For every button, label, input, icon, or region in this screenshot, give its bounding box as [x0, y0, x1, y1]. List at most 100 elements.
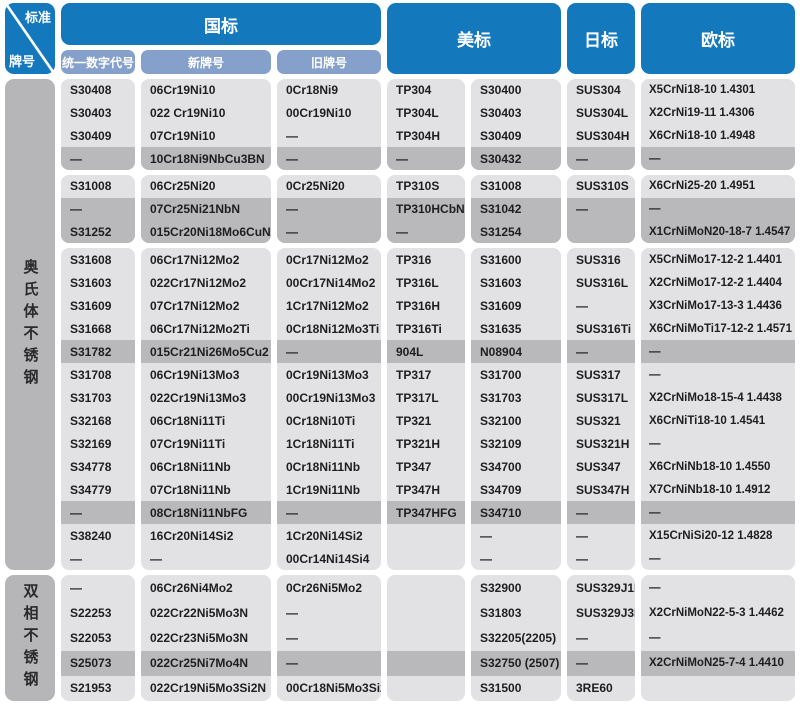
- grade-cell-gb-new: 07Cr17Ni12Mo2: [150, 298, 240, 313]
- subheader-new-grade: 新牌号: [141, 50, 271, 74]
- grade-cell-gb-new: 022Cr19Ni5Mo3Si2N: [150, 681, 267, 696]
- header-jp-standard: 日标: [567, 3, 635, 74]
- grade-cell-eu: X1CrNiMoN20-18-7 1.4547: [641, 220, 795, 243]
- grade-cell-gb-old: —: [277, 340, 381, 363]
- grade-cell-jp: SUS321H: [576, 436, 630, 451]
- grade-cell-eu: —: [641, 501, 795, 524]
- grade-cell-gb-code: S34779: [70, 482, 112, 497]
- grade-cell-gb-old: 00Cr14Ni14Si4: [286, 551, 370, 566]
- grade-cell-gb-new: 06Cr18Ni11Ti: [150, 413, 226, 428]
- grade-cell-us-astm: [387, 600, 465, 625]
- grade-cell-gb-new: 07Cr18Ni11Nb: [150, 482, 231, 497]
- block-card-gb-code: — S22253 S22053 S25073 S21953: [61, 575, 135, 701]
- grade-cell-gb-code: S31252: [61, 220, 135, 243]
- grade-cell-jp: SUS317: [576, 367, 621, 382]
- grade-cell-jp: SUS304: [576, 83, 621, 98]
- diagonal-divider-line: [5, 4, 55, 73]
- grade-cell-us-astm: [387, 575, 465, 600]
- grade-cell-eu: X6CrNi18-10 1.4948: [649, 129, 756, 142]
- grade-cell-us-uns: S32205(2205): [480, 631, 557, 645]
- corner-header-cell: 标准 牌号: [5, 3, 55, 74]
- grade-cell-gb-new: 08Cr18Ni11NbFG: [141, 501, 271, 524]
- grade-cell-us-uns: S32109: [480, 436, 522, 451]
- grade-cell-gb-new: 022Cr25Ni7Mo4N: [141, 650, 271, 676]
- corner-label-grade: 牌号: [9, 54, 36, 69]
- block-card-gb-new: 06Cr26Ni4Mo2 022Cr22Ni5Mo3N 022Cr23Ni5Mo3N…: [141, 575, 271, 701]
- block-card-jp: SUS316 SUS316L — SUS316Ti — SUS317 SUS317L SUS3…: [567, 248, 635, 570]
- grade-cell-gb-code: S31603: [70, 275, 112, 290]
- block-card-jp: SUS304 SUS304L SUS304H —: [567, 79, 635, 170]
- grade-cell-eu: —: [641, 147, 795, 170]
- grade-cell-us-astm: TP304: [396, 83, 432, 98]
- grade-cell-us-astm: TP316L: [396, 275, 439, 290]
- block-card-us-astm: [387, 575, 465, 701]
- grade-cell-gb-new: 06Cr17Ni12Mo2Ti: [150, 321, 250, 336]
- block-card-gb-old: 0Cr25Ni20 — —: [277, 175, 381, 243]
- grade-cell-gb-new: 06Cr19Ni10: [150, 83, 216, 98]
- grade-cell-gb-old: 1Cr18Ni11Ti: [286, 436, 355, 451]
- grade-cell-gb-code: S31782: [61, 340, 135, 363]
- grade-cell-us-uns: S34700: [480, 459, 522, 474]
- grade-cell-jp: SUS347: [576, 459, 621, 474]
- sidebar-text: 奥氏体不锈钢: [21, 258, 39, 391]
- grade-cell-us-uns: S30432: [471, 147, 561, 170]
- grade-cell-eu: X5CrNiMo17-12-2 1.4401: [649, 253, 782, 266]
- grade-cell-gb-code: S38240: [70, 528, 112, 543]
- grade-cell-us-astm: TP310S: [396, 179, 440, 194]
- grade-cell-gb-new: 022 Cr19Ni10: [150, 106, 226, 121]
- grade-cell-us-uns: S31500: [480, 681, 522, 696]
- grade-cell-gb-old: —: [277, 197, 381, 221]
- grade-cell-gb-new: 07Cr19Ni10: [150, 128, 216, 143]
- block-card-gb-code: S31608 S31603 S31609 S31668 S31782 S31708 S317…: [61, 248, 135, 570]
- grade-cell-jp: —: [576, 528, 588, 543]
- grade-cell-gb-code: S30409: [70, 128, 112, 143]
- block-card-us-uns: S31600 S31603 S31609 S31635 N08904 S31700 S317…: [471, 248, 561, 570]
- grade-cell-eu: —: [649, 632, 661, 644]
- grade-cell-eu: —: [641, 340, 795, 363]
- grade-cell-jp: SUS316Ti: [576, 321, 632, 336]
- grade-cell-us-astm: [387, 524, 465, 547]
- grade-cell-gb-old: 0Cr17Ni12Mo2: [286, 252, 369, 267]
- grade-cell-gb-new: 022Cr17Ni12Mo2: [150, 275, 247, 290]
- grade-cell-gb-old: 00Cr19Ni10: [286, 106, 352, 121]
- grade-cell-us-uns: S31635: [480, 321, 522, 336]
- grade-cell-gb-new: —: [150, 551, 162, 566]
- grade-cell-gb-old: —: [286, 631, 298, 645]
- grade-cell-gb-old: 0Cr25Ni20: [286, 179, 345, 194]
- grade-cell-us-uns: N08904: [471, 340, 561, 363]
- grade-cell-gb-code: —: [61, 147, 135, 170]
- grade-cell-gb-old: 0Cr18Ni10Ti: [286, 413, 356, 428]
- grade-cell-us-uns: S32750 (2507): [471, 650, 561, 676]
- grade-cell-jp: SUS304L: [576, 106, 629, 121]
- grade-cell-gb-old: —: [277, 650, 381, 676]
- grade-cell-us-astm: TP347: [396, 459, 432, 474]
- grade-cell-us-astm: TP304H: [396, 128, 441, 143]
- grade-cell-jp: SUS321: [576, 413, 621, 428]
- header-eu-standard: 欧标: [641, 3, 795, 74]
- grade-cell-us-uns: —: [480, 551, 492, 566]
- block-card-us-uns: S32900 S31803 S32205(2205) S32750 (2507) S31…: [471, 575, 561, 701]
- grade-cell-us-astm: TP316H: [396, 298, 441, 313]
- block-card-eu: X6CrNi25-20 1.4951 — X1CrNiMoN20-18-7 1.45…: [641, 175, 795, 243]
- grade-cell-jp: —: [567, 501, 635, 524]
- grade-cell-gb-code: —: [61, 197, 135, 221]
- grade-cell-eu: —: [649, 368, 661, 381]
- block-card-us-uns: S30400 S30403 S30409 S30432: [471, 79, 561, 170]
- grade-cell-us-astm: TP347H: [396, 482, 441, 497]
- grade-cell-eu: X2CrNiMo17-12-2 1.4404: [649, 276, 782, 289]
- grade-cell-gb-new: 06Cr25Ni20: [150, 179, 216, 194]
- subheader-old-grade: 旧牌号: [277, 50, 381, 74]
- grade-cell-us-uns: S30403: [480, 106, 522, 121]
- grade-cell-us-uns: S31703: [480, 390, 522, 405]
- grade-cell-gb-old: 00Cr17Ni14Mo2: [286, 275, 376, 290]
- block-card-jp: SUS329J1L SUS329J3L — — 3RE60: [567, 575, 635, 701]
- grade-cell-eu: —: [649, 581, 661, 594]
- grade-cell-gb-code: S31708: [70, 367, 112, 382]
- grade-cell-gb-old: —: [277, 147, 381, 170]
- grade-cell-gb-code: S32168: [70, 413, 112, 428]
- header-us-standard: 美标: [387, 3, 561, 74]
- block-card-eu: — X2CrNiMoN22-5-3 1.4462 — X2CrNiMoN25-7-4 …: [641, 575, 795, 701]
- grade-cell-gb-old: 00Cr18Ni5Mo3Si2: [286, 681, 381, 696]
- block-card-gb-code: S31008 — S31252: [61, 175, 135, 243]
- grade-cell-us-astm: TP317: [396, 367, 432, 382]
